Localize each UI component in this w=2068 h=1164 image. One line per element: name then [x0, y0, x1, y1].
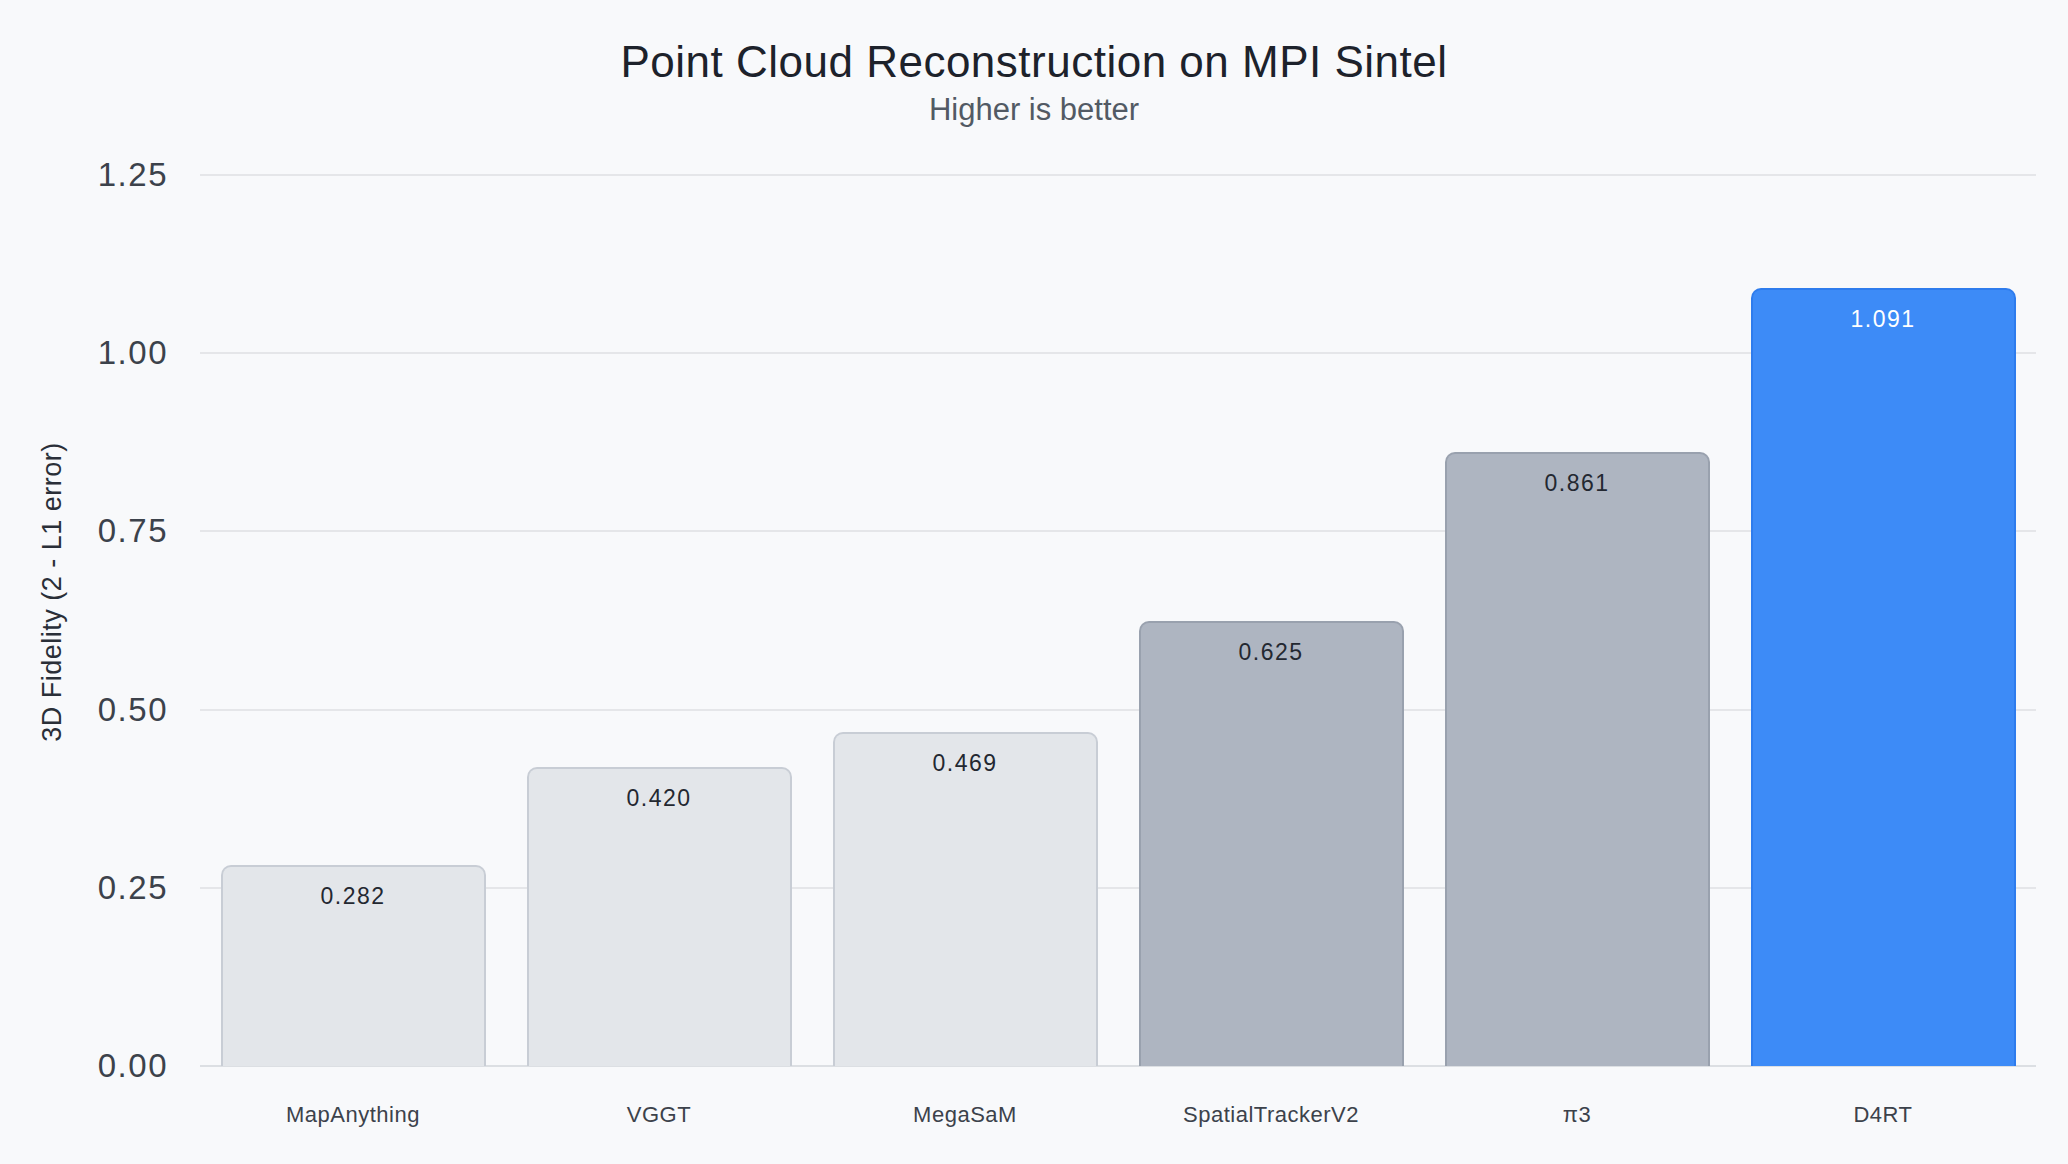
- y-tick-label: 0.50: [0, 691, 168, 729]
- bar-d4rt: 1.091: [1751, 288, 2016, 1066]
- chart-canvas: Point Cloud Reconstruction on MPI Sintel…: [0, 0, 2068, 1164]
- bar-value-label-megasam: 0.469: [835, 750, 1096, 776]
- bar-vggt: 0.420: [527, 767, 792, 1066]
- bar-spatialtrackerv2: 0.625: [1139, 621, 1404, 1067]
- y-gridline-125: [200, 174, 2036, 176]
- bar-value-label-vggt: 0.420: [529, 785, 790, 811]
- bar-pi3: 0.861: [1445, 452, 1710, 1066]
- x-tick-label-megasam: MegaSaM: [812, 1102, 1118, 1128]
- bar-megasam: 0.469: [833, 732, 1098, 1066]
- bar-mapanything: 0.282: [221, 865, 486, 1066]
- y-tick-label: 0.25: [0, 869, 168, 907]
- x-tick-label-mapanything: MapAnything: [200, 1102, 506, 1128]
- x-tick-label-pi3: π3: [1424, 1102, 1730, 1128]
- x-tick-label-d4rt: D4RT: [1730, 1102, 2036, 1128]
- y-tick-label: 1.25: [0, 156, 168, 194]
- y-tick-label: 0.00: [0, 1047, 168, 1085]
- y-tick-label: 0.75: [0, 512, 168, 550]
- bar-value-label-mapanything: 0.282: [223, 883, 484, 909]
- bar-value-label-spatialtrackerv2: 0.625: [1141, 639, 1402, 665]
- plot-area: 1.25 1.00 0.75 0.50 0.25 0.00 0.282 MapAnything…: [0, 0, 2068, 1164]
- bar-value-label-d4rt: 1.091: [1753, 306, 2014, 332]
- bar-value-label-pi3: 0.861: [1447, 470, 1708, 496]
- x-tick-label-vggt: VGGT: [506, 1102, 812, 1128]
- x-tick-label-spatialtrackerv2: SpatialTrackerV2: [1118, 1102, 1424, 1128]
- y-tick-label: 1.00: [0, 334, 168, 372]
